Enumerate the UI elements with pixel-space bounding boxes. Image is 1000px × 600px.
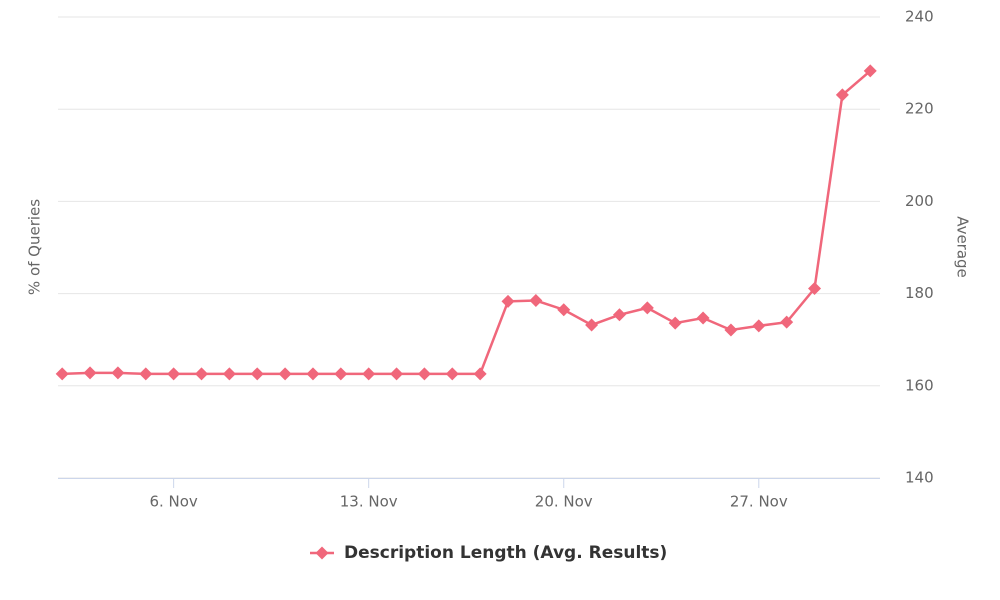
x-tick-label: 27. Nov [730,493,788,511]
point-marker [111,366,125,380]
point-marker [222,367,236,381]
point-marker [863,64,877,78]
point-marker [195,367,209,381]
point-marker [473,367,487,381]
point-marker [585,318,599,332]
point-marker [724,323,738,337]
point-marker [501,294,515,308]
point-marker [306,367,320,381]
point-marker [139,367,153,381]
point-marker [278,367,292,381]
x-tick-label: 13. Nov [340,493,398,511]
point-marker [362,367,376,381]
legend-marker [315,546,329,560]
y2-axis-title: Average [954,216,972,278]
point-marker [557,303,571,317]
y2-tick-label: 180 [905,284,934,302]
point-marker [640,301,654,315]
point-marker [780,315,794,329]
point-marker [529,294,543,308]
point-marker [612,308,626,322]
y2-tick-label: 160 [905,376,934,394]
x-tick-label: 6. Nov [149,493,197,511]
point-marker [808,282,822,296]
legend: Description Length (Avg. Results) [310,543,667,563]
y2-tick-label: 220 [905,100,934,118]
y2-tick-label: 200 [905,192,934,210]
point-marker [250,367,264,381]
point-marker [835,88,849,102]
point-marker [417,367,431,381]
series-line [62,69,872,376]
x-tick-label: 20. Nov [535,493,593,511]
legend-label: Description Length (Avg. Results) [344,543,667,563]
point-marker [390,367,404,381]
point-marker [55,367,69,381]
point-marker [334,367,348,381]
y2-tick-label: 240 [905,8,934,26]
point-marker [83,366,97,380]
y-axis-title: % of Queries [26,199,44,295]
point-marker [167,367,181,381]
y2-tick-label: 140 [905,469,934,487]
point-marker [752,319,766,333]
point-marker [668,316,682,330]
point-marker [445,367,459,381]
point-marker [696,311,710,325]
